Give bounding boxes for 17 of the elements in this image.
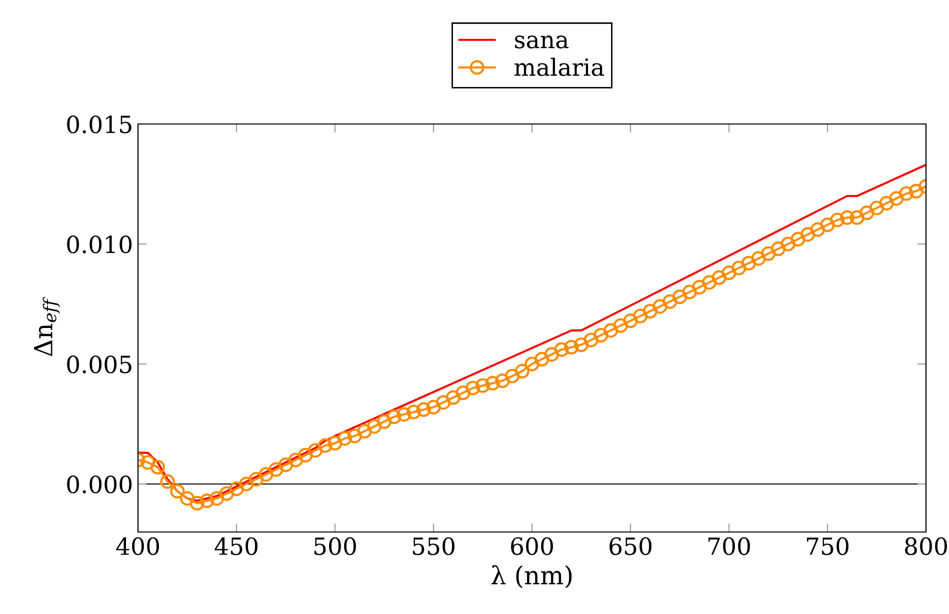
- x-tick-label: 400: [116, 537, 159, 556]
- x-tick-label: 500: [314, 537, 356, 556]
- x-tick-label: 700: [708, 537, 750, 556]
- legend-label: malaria: [514, 58, 604, 76]
- y-tick-label: 0.015: [67, 115, 132, 134]
- x-tick-label: 800: [905, 537, 947, 556]
- legend-label: sana: [514, 36, 568, 48]
- x-tick-label: 650: [610, 537, 652, 556]
- x-tick-label: 450: [214, 537, 258, 556]
- x-tick-label: 550: [412, 537, 454, 556]
- y-tick-label: 0.000: [67, 475, 132, 494]
- x-axis-title: λ (nm): [491, 565, 572, 588]
- y-axis-title: Δn$_{eff}$: [34, 296, 60, 356]
- x-tick-label: 600: [511, 537, 553, 556]
- y-tick-label: 0.005: [67, 355, 132, 374]
- y-tick-label: 0.010: [67, 235, 132, 254]
- x-tick-label: 750: [806, 537, 848, 556]
